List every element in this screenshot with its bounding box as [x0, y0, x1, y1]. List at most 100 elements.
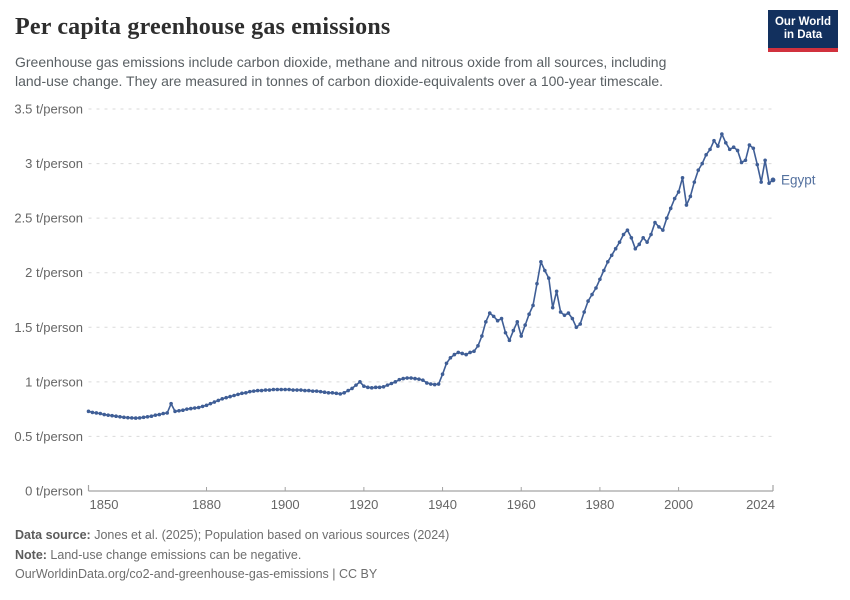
data-point[interactable] — [586, 299, 590, 303]
data-point[interactable] — [484, 320, 488, 324]
data-point[interactable] — [389, 381, 394, 386]
data-point[interactable] — [566, 311, 571, 315]
data-point[interactable] — [755, 162, 760, 167]
data-point[interactable] — [672, 196, 677, 201]
data-point[interactable] — [381, 384, 386, 389]
data-point[interactable] — [192, 406, 197, 410]
data-point[interactable] — [322, 390, 327, 395]
series-end-point[interactable] — [770, 177, 776, 183]
data-point[interactable] — [747, 143, 752, 147]
data-point[interactable] — [425, 381, 429, 385]
data-point[interactable] — [664, 216, 669, 220]
data-point[interactable] — [676, 190, 681, 194]
data-point[interactable] — [247, 389, 252, 394]
data-point[interactable] — [165, 411, 169, 415]
data-point[interactable] — [303, 388, 307, 393]
data-point[interactable] — [527, 312, 531, 316]
data-point[interactable] — [539, 260, 543, 264]
data-point[interactable] — [684, 203, 689, 207]
data-point[interactable] — [122, 415, 126, 420]
data-point[interactable] — [444, 361, 449, 366]
data-point[interactable] — [543, 268, 547, 273]
data-point[interactable] — [480, 334, 484, 338]
data-point[interactable] — [263, 388, 268, 392]
data-point[interactable] — [90, 410, 95, 415]
data-point[interactable] — [401, 376, 406, 381]
data-point[interactable] — [291, 388, 295, 392]
data-point[interactable] — [94, 411, 99, 415]
data-point[interactable] — [558, 310, 563, 314]
data-point[interactable] — [236, 392, 240, 397]
data-point[interactable] — [102, 412, 107, 417]
data-point[interactable] — [181, 408, 185, 413]
data-point[interactable] — [153, 413, 158, 417]
data-point[interactable] — [354, 383, 358, 387]
data-point[interactable] — [275, 387, 280, 392]
data-point[interactable] — [554, 289, 559, 294]
data-point[interactable] — [704, 153, 708, 157]
data-point[interactable] — [200, 404, 205, 409]
data-point[interactable] — [456, 350, 461, 355]
data-point[interactable] — [126, 415, 130, 420]
data-point[interactable] — [310, 389, 315, 393]
data-point[interactable] — [621, 232, 626, 237]
data-point[interactable] — [299, 388, 303, 392]
data-point[interactable] — [641, 235, 645, 240]
data-point[interactable] — [476, 344, 480, 348]
data-point[interactable] — [224, 395, 228, 400]
data-point[interactable] — [110, 413, 114, 418]
data-point[interactable] — [731, 145, 736, 149]
series-label-egypt[interactable]: Egypt — [781, 172, 816, 187]
data-point[interactable] — [653, 220, 657, 225]
data-point[interactable] — [114, 414, 118, 419]
data-point[interactable] — [362, 384, 366, 389]
data-point[interactable] — [503, 330, 508, 335]
data-point[interactable] — [428, 382, 433, 386]
data-point[interactable] — [358, 380, 362, 384]
data-point[interactable] — [393, 380, 398, 384]
owid-logo[interactable]: Our World in Data — [768, 10, 838, 52]
data-point[interactable] — [617, 240, 622, 244]
data-point[interactable] — [373, 385, 378, 390]
data-point[interactable] — [574, 325, 579, 330]
data-point[interactable] — [440, 372, 445, 377]
data-point[interactable] — [507, 338, 512, 343]
chart-canvas[interactable]: 0 t/person 0.5 t/person 1 t/person 1.5 t/pe… — [0, 95, 850, 530]
data-point[interactable] — [605, 260, 610, 264]
data-point[interactable] — [625, 228, 630, 232]
data-point[interactable] — [283, 387, 287, 392]
data-point[interactable] — [141, 415, 146, 420]
data-point[interactable] — [145, 414, 150, 419]
data-point[interactable] — [657, 225, 661, 229]
data-point[interactable] — [688, 194, 693, 199]
data-point[interactable] — [602, 268, 606, 273]
data-point[interactable] — [468, 350, 472, 355]
data-point[interactable] — [550, 305, 555, 310]
data-point[interactable] — [491, 314, 496, 319]
data-point[interactable] — [716, 144, 720, 148]
data-point[interactable] — [417, 377, 421, 381]
data-point[interactable] — [385, 383, 390, 387]
data-point[interactable] — [759, 180, 763, 184]
data-point[interactable] — [751, 146, 756, 151]
data-point[interactable] — [531, 303, 535, 308]
data-point[interactable] — [535, 281, 539, 286]
data-point[interactable] — [700, 161, 704, 166]
data-point[interactable] — [118, 414, 122, 419]
data-point[interactable] — [377, 385, 382, 390]
data-point[interactable] — [169, 401, 173, 406]
data-point[interactable] — [598, 277, 602, 282]
data-point[interactable] — [251, 389, 256, 393]
data-point[interactable] — [578, 322, 583, 326]
data-point[interactable] — [287, 387, 291, 392]
data-point[interactable] — [98, 411, 103, 416]
data-point[interactable] — [562, 313, 567, 318]
data-point[interactable] — [582, 310, 586, 314]
data-point[interactable] — [326, 390, 331, 395]
data-point[interactable] — [633, 246, 638, 251]
data-point[interactable] — [460, 351, 465, 356]
data-point[interactable] — [519, 334, 524, 338]
data-point[interactable] — [436, 382, 441, 386]
data-point[interactable] — [204, 403, 209, 408]
data-point[interactable] — [723, 141, 728, 145]
